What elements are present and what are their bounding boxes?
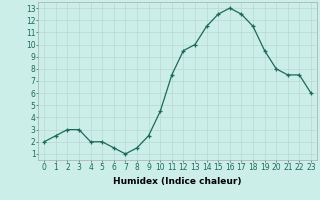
X-axis label: Humidex (Indice chaleur): Humidex (Indice chaleur) [113, 177, 242, 186]
